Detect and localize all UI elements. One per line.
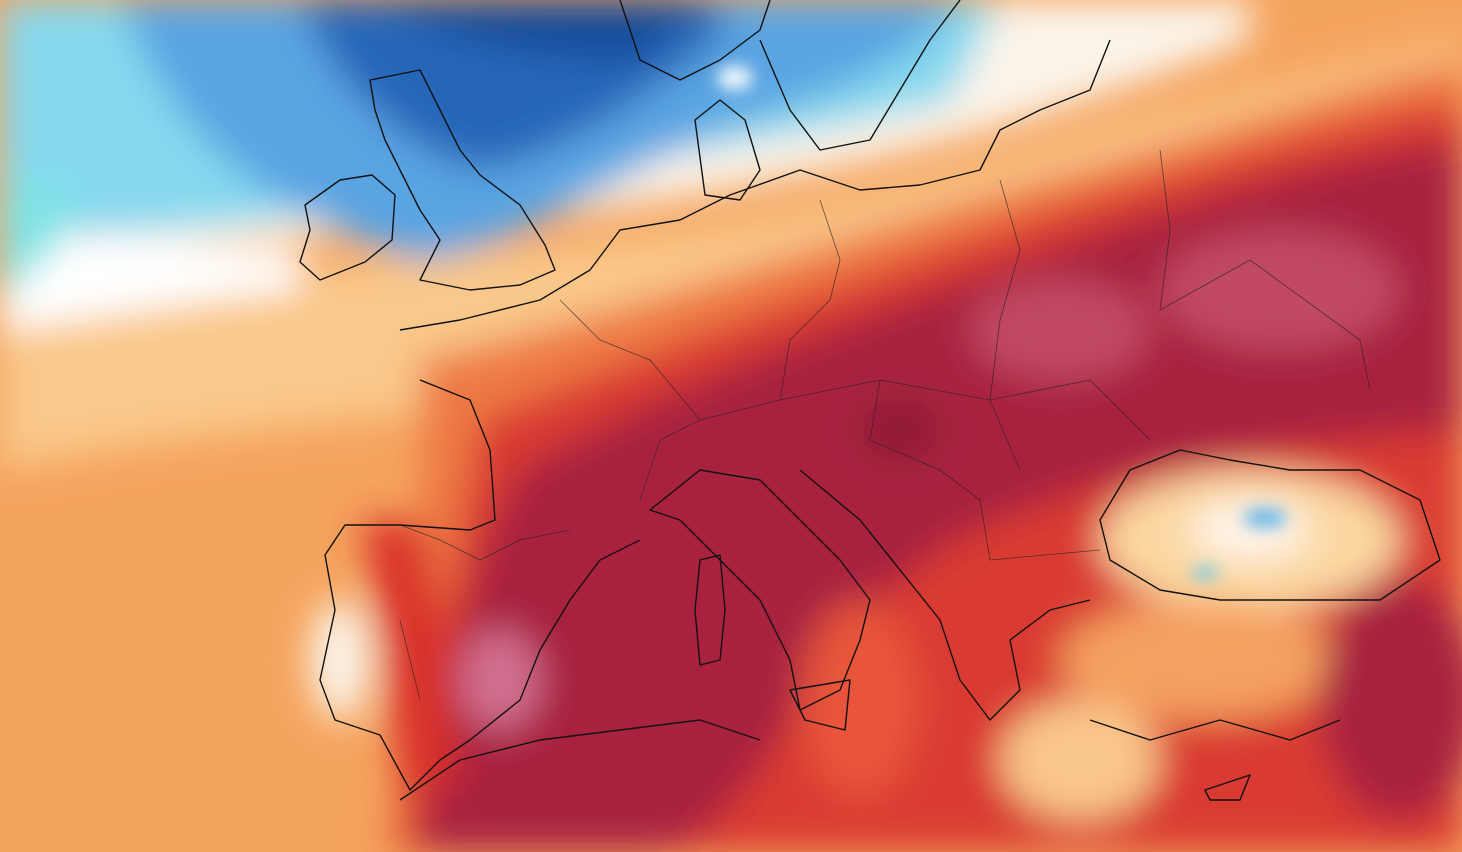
borders xyxy=(399,149,1371,701)
coastlines xyxy=(299,0,1441,801)
